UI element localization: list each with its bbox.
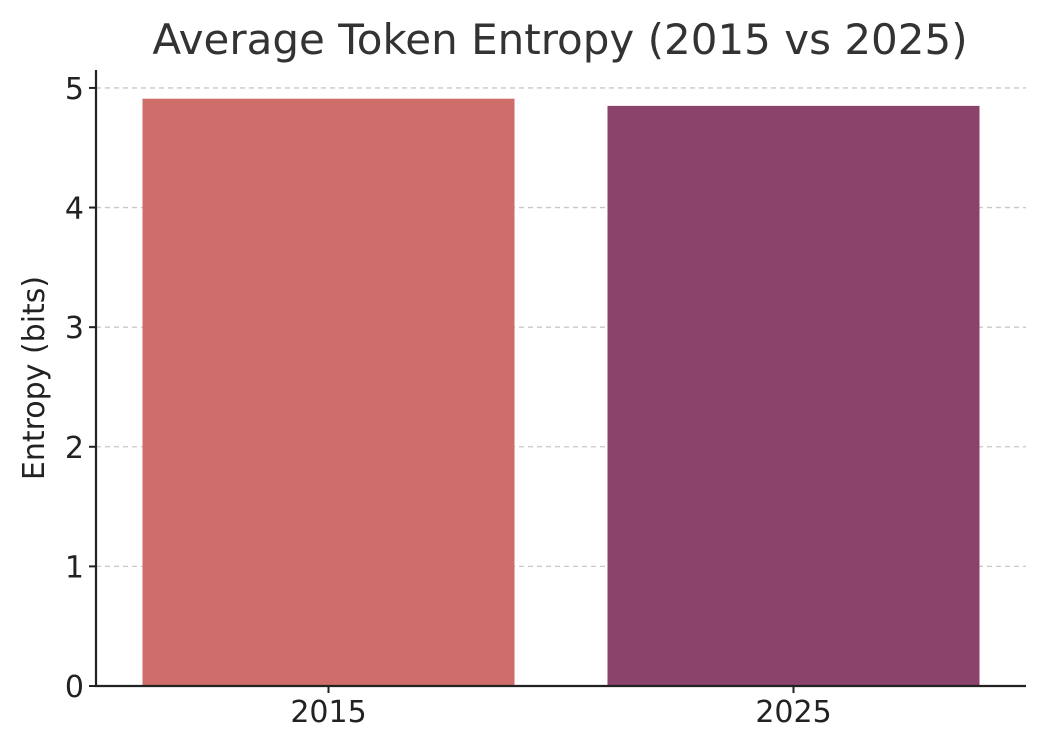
y-axis-ticks: 0 1 2 3 4 5 [65, 72, 96, 705]
y-tick-label-3: 3 [65, 311, 84, 346]
x-tick-label-2015: 2015 [290, 695, 366, 730]
x-axis-ticks: 2015 2025 [290, 686, 832, 730]
bar-2015 [142, 98, 515, 687]
y-axis-label: Entropy (bits) [17, 276, 52, 480]
bar-2025 [607, 105, 980, 687]
y-tick-label-2: 2 [65, 431, 84, 466]
x-tick-label-2025: 2025 [755, 695, 831, 730]
chart-title: Average Token Entropy (2015 vs 2025) [152, 15, 967, 64]
y-tick-label-0: 0 [65, 670, 84, 705]
y-tick-label-4: 4 [65, 192, 84, 227]
y-tick-label-5: 5 [65, 72, 84, 107]
bars [142, 98, 980, 687]
y-tick-label-1: 1 [65, 550, 84, 585]
